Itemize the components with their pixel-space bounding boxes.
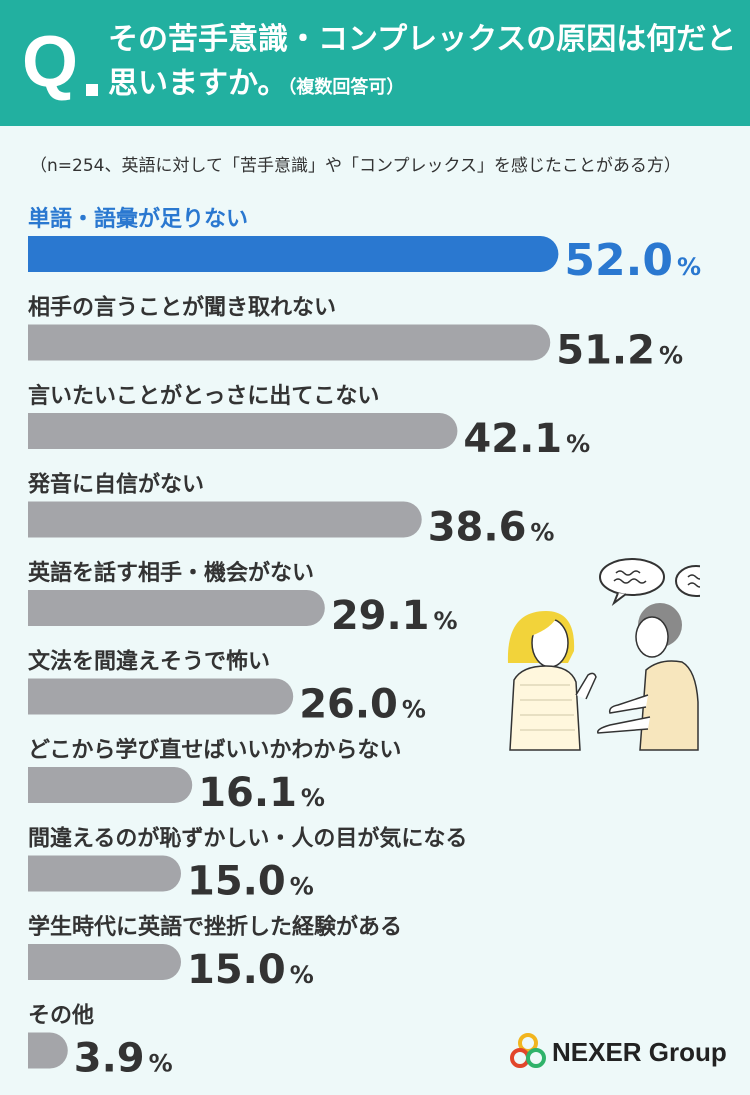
woman-left-icon — [507, 611, 597, 751]
bar — [28, 855, 181, 892]
q-dot — [86, 84, 98, 96]
category-label: 言いたいことがとっさに出てこない — [28, 383, 379, 409]
bar — [28, 236, 559, 272]
conversation-illustration — [507, 558, 700, 751]
nexer-logo: NEXER Group — [508, 1030, 728, 1074]
q-mark: Q — [22, 22, 78, 102]
question-line-2: 思いますか。（複数回答可） — [108, 64, 404, 108]
value-label: 29.1% — [331, 593, 458, 639]
category-label: 学生時代に英語で挫折した経験がある — [28, 914, 402, 940]
bar — [28, 324, 551, 361]
bar — [28, 1032, 68, 1069]
category-label: 発音に自信がない — [27, 472, 204, 498]
category-label: 英語を話す相手・機会がない — [28, 560, 314, 586]
category-label: 単語・語彙が足りない — [28, 206, 248, 232]
woman-right-icon — [597, 603, 699, 751]
question-note: （複数回答可） — [287, 77, 405, 98]
bar — [28, 944, 181, 980]
value-label: 26.0% — [299, 682, 426, 728]
category-label: 間違えるのが恥ずかしい・人の目が気になる — [28, 826, 467, 852]
bar — [28, 501, 422, 538]
value-label: 15.0% — [187, 859, 314, 905]
speech-bubble-icon — [599, 558, 700, 606]
value-label: 51.2% — [556, 328, 683, 374]
value-label: 38.6% — [428, 505, 555, 551]
category-label: 文法を間違えそうで怖い — [28, 649, 270, 675]
question-line-1: その苦手意識・コンプレックスの原因は何だと — [108, 22, 737, 57]
question-line-2-text: 思いますか。 — [108, 66, 288, 101]
category-label: どこから学び直せばいいかわからない — [28, 737, 401, 763]
question-header: Q その苦手意識・コンプレックスの原因は何だと 思いますか。（複数回答可） — [0, 0, 750, 126]
bar — [28, 413, 458, 449]
value-label: 42.1% — [463, 416, 590, 462]
bar — [28, 678, 294, 715]
value-label: 16.1% — [198, 770, 325, 816]
category-label: その他 — [28, 1004, 94, 1029]
logo-rings-icon — [510, 1033, 546, 1068]
value-label: 52.0% — [564, 235, 701, 286]
value-label: 3.9% — [74, 1036, 173, 1082]
sample-note: （n=254、英語に対して「苦手意識」や「コンプレックス」を感じたことがある方） — [30, 156, 681, 176]
category-label: 相手の言うことが聞き取れない — [28, 295, 336, 321]
bar — [28, 767, 193, 803]
bar — [28, 590, 325, 626]
value-label: 15.0% — [187, 947, 314, 993]
logo-text: NEXER Group — [552, 1037, 727, 1067]
